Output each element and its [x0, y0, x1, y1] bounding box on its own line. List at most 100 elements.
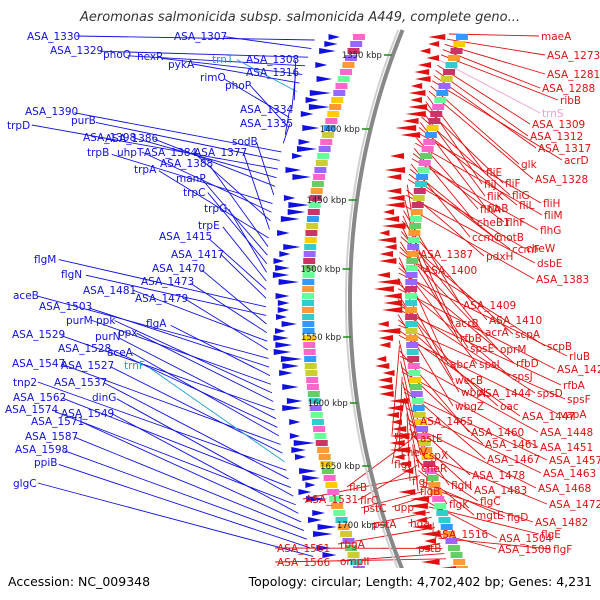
right-leader-line [440, 54, 559, 101]
forward-strand-gene [279, 370, 293, 376]
right-leader-line [418, 127, 518, 206]
forward-strand-gene [305, 482, 316, 488]
right-leader-line [399, 355, 539, 433]
left-leader-line [37, 381, 287, 471]
left-leader-line [284, 109, 291, 135]
left-gene-label: ASA_1417 [171, 249, 224, 261]
left-leader-line [223, 36, 312, 50]
left-gene-label: aceA [107, 347, 134, 359]
right-leader-line [399, 251, 546, 347]
cog-tile [302, 314, 315, 320]
cog-tile [413, 412, 426, 418]
right-gene-label: flrB [349, 482, 367, 494]
cog-tile [406, 349, 419, 355]
forward-strand-gene [308, 104, 330, 110]
right-gene-label: spsE [470, 343, 494, 355]
left-gene-label: ASA_1587 [25, 431, 78, 443]
cog-tile [329, 496, 342, 502]
right-gene-label: ASA_1387 [420, 249, 473, 261]
cog-tile [434, 503, 447, 509]
right-gene-label: ASA_1461 [485, 439, 538, 451]
cog-tile [304, 244, 317, 250]
reverse-strand-gene [376, 328, 401, 334]
cog-tile [340, 531, 353, 537]
cog-tile [426, 125, 439, 131]
left-gene-label: ASA_1529 [12, 329, 65, 341]
reverse-strand-gene [383, 300, 403, 306]
left-leader-line [61, 363, 281, 445]
reverse-strand-gene [417, 545, 431, 551]
forward-strand-gene [283, 244, 301, 250]
right-gene-label: flgJ [412, 476, 428, 488]
right-leader-line [401, 371, 539, 448]
right-gene-label: scpB [547, 341, 572, 353]
forward-strand-gene [309, 90, 332, 96]
right-gene-label: astE [420, 433, 443, 445]
reverse-strand-gene [426, 55, 440, 61]
right-gene-label: ASA_1309 [532, 119, 585, 131]
left-gene-label: purB [71, 115, 96, 127]
left-gene-label: ASA_1503 [39, 301, 92, 313]
footer-band [0, 568, 600, 600]
reverse-strand-gene [379, 342, 391, 348]
left-gene-label: ppx [118, 327, 138, 339]
right-leader-line [397, 319, 499, 407]
right-gene-label: acrB [455, 318, 479, 330]
left-gene-label: ppk [96, 315, 116, 327]
cog-tile [302, 279, 315, 285]
right-gene-label: pstA [373, 519, 397, 531]
cog-tile [408, 230, 421, 236]
right-leader-line [412, 444, 419, 492]
right-gene-label: ccmF [512, 244, 540, 256]
forward-strand-gene [279, 251, 291, 257]
forward-strand-gene [317, 524, 337, 530]
cog-tile [315, 160, 328, 166]
cog-tile [405, 307, 418, 313]
scale-ticks: 1350 kbp 1400 kbp 1450 kbp 1500 kbp 1550 kbp… [300, 51, 392, 531]
left-leader-line [74, 436, 305, 531]
cog-tile [405, 300, 417, 306]
right-gene-label: acrA [485, 327, 510, 339]
left-leader-line [58, 463, 311, 549]
left-gene-label: pykA [168, 59, 195, 71]
forward-strand-gene [299, 468, 317, 474]
left-gene-label: ASA_1571 [31, 416, 84, 428]
left-gene-label: trpG [204, 203, 227, 215]
right-gene-label: flrC [360, 495, 378, 507]
forward-strand-gene [274, 328, 286, 334]
left-leader-line [243, 153, 270, 230]
cog-tile [302, 272, 315, 278]
cog-tile [315, 440, 328, 446]
forward-strand-gene [322, 552, 337, 558]
forward-strand-gene [294, 454, 307, 460]
right-gene-label: ASA_1317 [538, 143, 591, 155]
right-gene-label: ASA_1463 [543, 468, 596, 480]
left-leader-line [54, 410, 296, 506]
right-leader-line [398, 267, 515, 364]
left-gene-label: ppiB [34, 457, 57, 469]
forward-strand-gene [277, 307, 290, 313]
cog-tile [447, 545, 460, 551]
backbone-ring-outer [345, 29, 403, 579]
right-gene-label: rfbB [460, 333, 482, 345]
reverse-strand-gene [414, 69, 430, 75]
right-gene-label: cheW [526, 243, 556, 255]
left-leader-line [132, 289, 268, 342]
left-gene-label: trpB [87, 147, 109, 159]
cog-tile [309, 195, 322, 201]
forward-strand-gene [275, 314, 288, 320]
reverse-strand-gene [409, 496, 430, 502]
reverse-strand-gene [389, 398, 409, 404]
right-leader-line [411, 158, 539, 231]
cog-tile [418, 440, 431, 446]
right-gene-label: flgK [449, 499, 470, 511]
cog-tile [412, 195, 425, 201]
right-gene-label: flhB [488, 203, 508, 215]
left-leader-line [236, 59, 298, 93]
left-leader-line [184, 298, 268, 351]
right-leader-line [398, 324, 566, 400]
forward-strand-gene [272, 272, 290, 278]
reverse-strand-gene [383, 293, 402, 299]
reverse-strand-gene [378, 258, 397, 264]
right-gene-label: flgI [394, 459, 410, 471]
